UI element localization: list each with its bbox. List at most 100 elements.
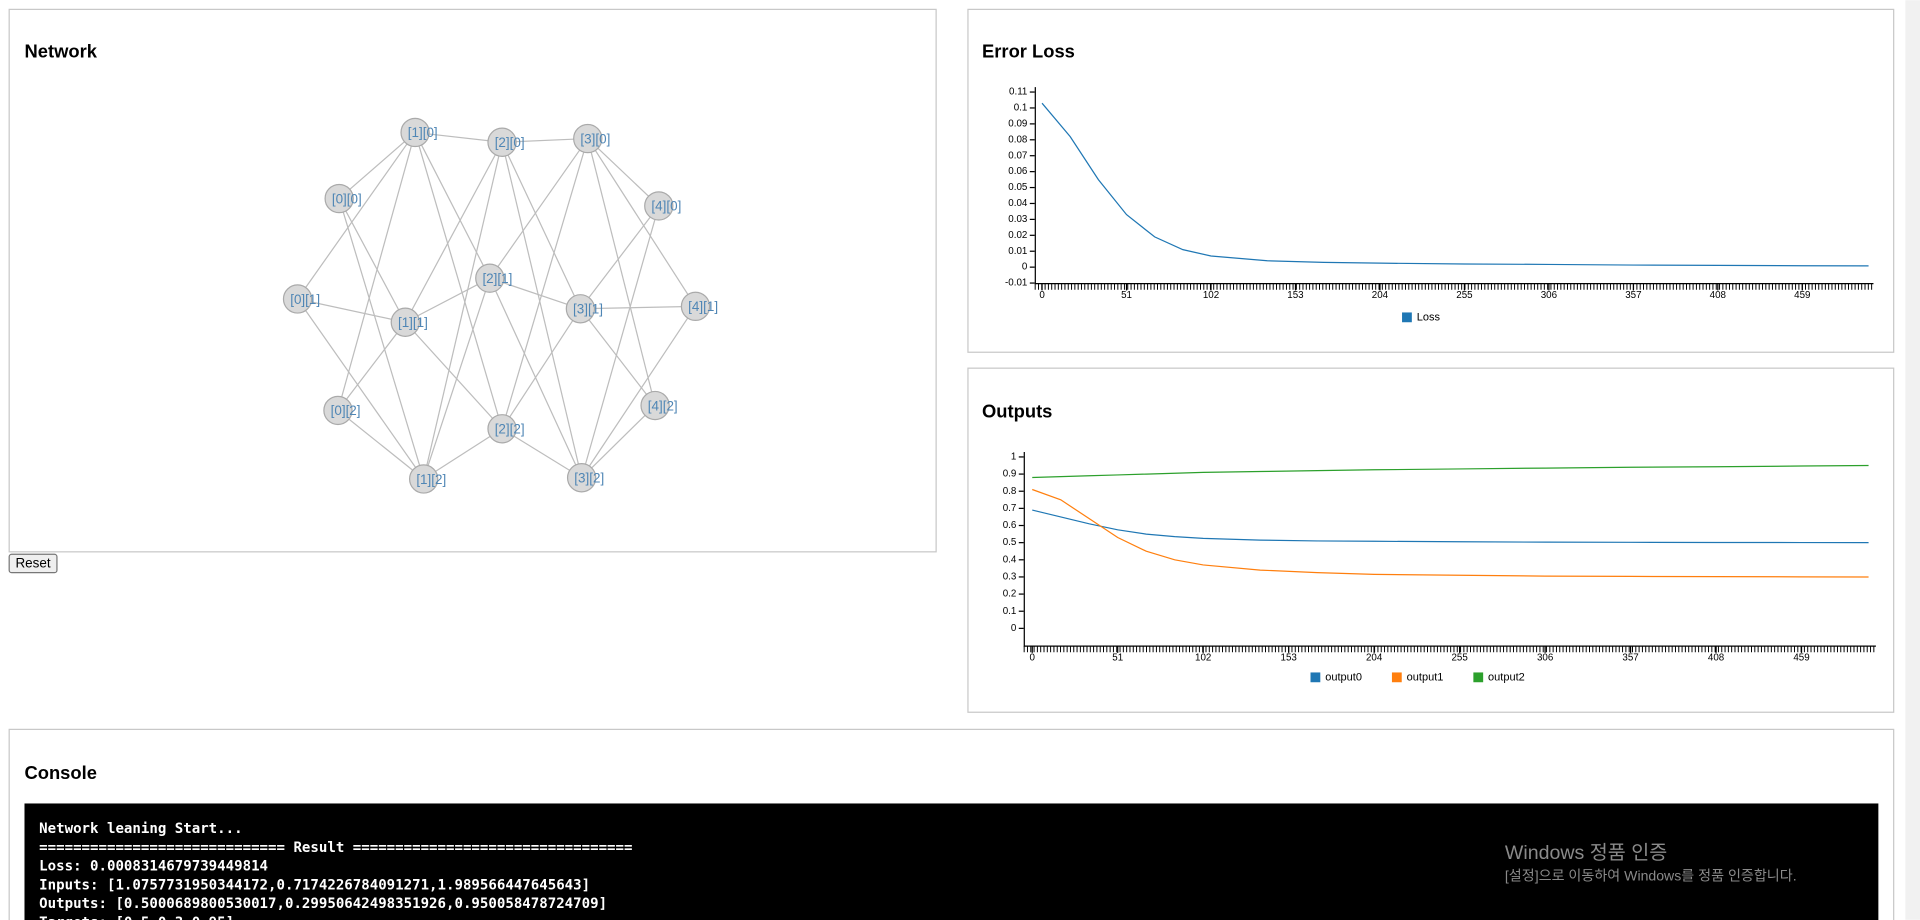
y-tick-label: 0.08 [1008,134,1028,145]
legend-label: Loss [1417,311,1441,323]
edge [337,321,406,411]
console-line: Network leaning Start... [39,821,242,837]
edge [489,277,581,310]
node [565,294,596,324]
panel-title: Outputs [982,401,1052,422]
x-tick-label: 51 [1121,290,1132,301]
node-label: [4][2] [648,398,678,413]
x-tick-label: 102 [1203,290,1219,301]
watermark-title: Windows 정품 인증 [1505,842,1667,864]
y-tick-label: 0.11 [1009,87,1027,98]
x-tick-label: 408 [1710,290,1727,301]
button-label[interactable]: Reset [15,556,50,571]
y-tick-label: 0.6 [1003,520,1017,531]
x-tick-label: 204 [1366,652,1383,663]
panel-title: Console [24,762,96,783]
edge [501,308,581,430]
edge [405,277,491,323]
x-tick-label: 255 [1456,290,1473,301]
node [573,123,603,154]
y-tick-label: 0.02 [1008,230,1027,241]
edge [501,142,583,478]
edge [297,132,416,300]
node [400,117,430,148]
y-tick-label: 0 [1022,262,1028,273]
legend-label: output1 [1407,671,1444,683]
x-tick-label: 459 [1793,652,1809,663]
node [487,127,517,157]
node [323,395,353,426]
x-tick-label: 357 [1622,652,1638,663]
node-label: [3][2] [574,471,604,486]
x-tick-label: 459 [1794,290,1810,301]
x-tick-label: 306 [1541,290,1558,301]
console-output [24,803,1879,920]
y-tick-label: 0.5 [1003,537,1017,548]
scrollbar [1905,0,1920,920]
edge [414,132,491,279]
x-tick-label: 153 [1287,290,1304,301]
edge [423,277,491,480]
edge [414,132,503,429]
x-tick-label: 306 [1537,652,1554,663]
y-tick-label: 0.01 [1008,246,1027,257]
node-label: [2][1] [482,271,512,286]
edge [587,138,697,307]
x-tick-label: 204 [1372,290,1389,301]
y-tick-label: 0.4 [1003,554,1017,565]
edge [423,428,503,480]
x-tick-label: 0 [1030,652,1036,663]
reset-button[interactable]: Reset [8,553,58,574]
x-tick-label: 357 [1625,290,1641,301]
node [644,191,674,221]
x-tick-label: 408 [1708,652,1725,663]
node-label: [3][1] [573,302,603,317]
edge [501,138,589,429]
edge [581,305,697,479]
watermark-text: [설정]으로 이동하여 Windows를 정품 인증합니다. [1505,868,1797,884]
node-label: [4][1] [688,299,718,314]
x-tick-label: 255 [1451,652,1468,663]
series-line [1041,102,1869,267]
x-tick-label: 0 [1039,290,1045,301]
y-tick-label: 0.07 [1008,150,1027,161]
y-tick-label: 0.2 [1003,589,1017,600]
edge [338,198,425,480]
y-tick-label: 0.09 [1008,118,1027,129]
y-tick-label: 0.05 [1008,182,1028,193]
edge [580,305,696,310]
node-label: [1][0] [408,125,438,140]
network-panel [8,8,937,553]
y-tick-label: -0.01 [1005,278,1027,289]
edge [579,205,660,310]
node-label: [2][2] [495,422,525,437]
console-line: Loss: 0.0008314679739449814 [39,859,268,875]
y-tick-label: 1 [1011,452,1016,463]
edge [338,131,416,200]
y-tick-label: 0.04 [1008,198,1028,209]
node [680,291,711,322]
loss-panel [967,8,1895,353]
button-frame[interactable] [8,553,58,574]
series-line [1032,464,1869,479]
console-line: Outputs: [0.5000689800530017,0.299506424… [39,896,607,912]
legend-swatch [1310,672,1321,683]
console-lines: Network leaning Start... ================… [39,821,632,920]
node-label: [1][2] [416,472,446,487]
y-tick-label: 0.1 [1014,103,1028,114]
edge [297,298,406,323]
y-tick-label: 0.06 [1008,166,1028,177]
edge [404,141,503,323]
y-tick-label: 0.8 [1003,486,1017,497]
network-graph: [0][0] [0][1] [0][2] [1][0] [1][1] [1][2] [2][… [282,117,718,494]
node [566,463,597,493]
panel-title: Network [24,41,97,62]
edge [501,141,581,310]
console-line: ============================= Result ===… [39,840,632,856]
node-label: [0][2] [331,403,361,418]
y-tick-label: 0.3 [1003,572,1017,583]
edge [501,428,582,479]
y-tick-label: 0.7 [1003,503,1017,514]
